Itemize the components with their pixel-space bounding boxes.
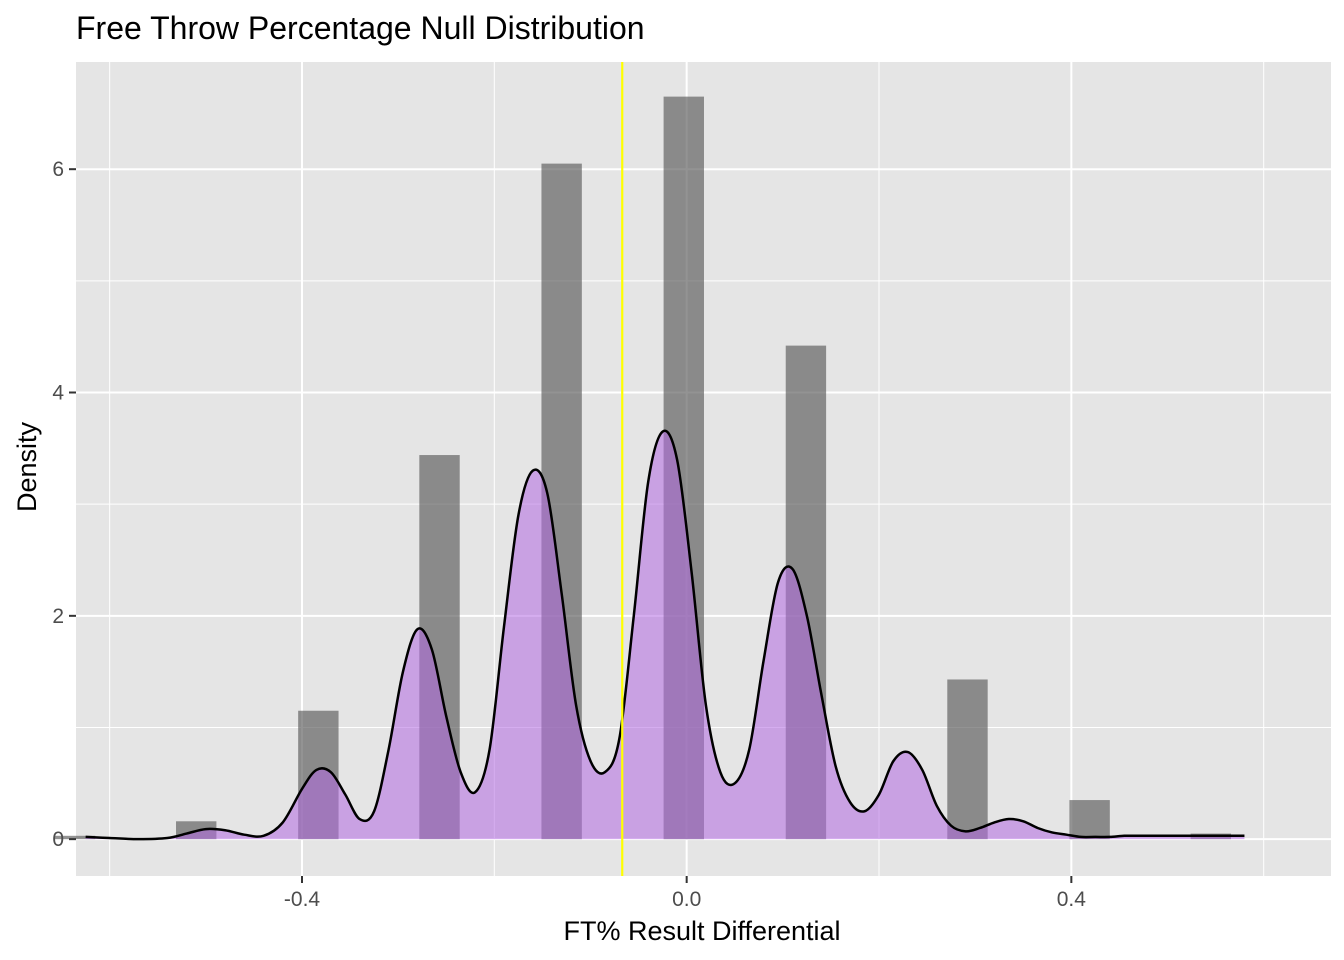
histogram-bar — [1069, 800, 1110, 840]
chart-title: Free Throw Percentage Null Distribution — [76, 10, 645, 46]
histogram-bar — [54, 835, 96, 840]
x-axis-title: FT% Result Differential — [563, 916, 840, 946]
y-tick-label: 4 — [52, 382, 64, 405]
y-tick-label: 2 — [52, 605, 64, 628]
x-tick-label: 0.4 — [1057, 888, 1087, 911]
density-layer — [85, 429, 1245, 841]
x-tick-label: 0.0 — [672, 888, 701, 911]
x-tick-label: -0.4 — [284, 888, 321, 911]
y-axis: 0 2 4 6 — [52, 158, 76, 851]
y-tick-label: 0 — [52, 828, 64, 851]
density-area — [85, 430, 1245, 840]
y-axis-title: Density — [12, 421, 42, 512]
x-axis: -0.4 0.0 0.4 — [284, 876, 1086, 911]
y-tick-label: 6 — [52, 158, 64, 181]
histogram-bar — [947, 679, 988, 840]
density-curve — [85, 429, 1245, 841]
